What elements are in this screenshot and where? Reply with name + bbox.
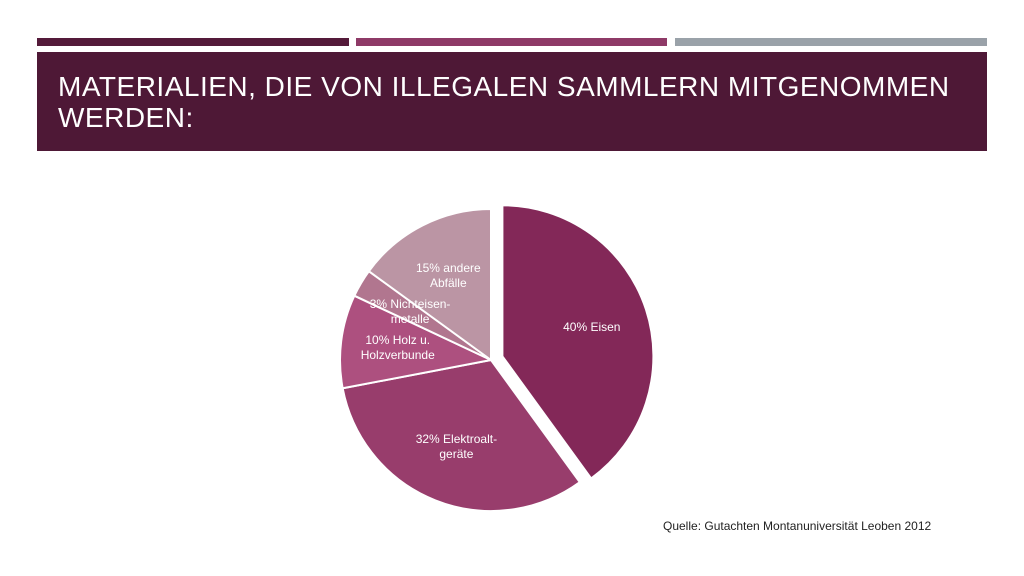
accent-bar-medium <box>356 38 667 46</box>
accent-bar-gray <box>675 38 987 46</box>
pie-slice-label-4: 15% andere Abfälle <box>415 261 481 291</box>
pie-slice-label-3: 3% Nichteisen- metalle <box>369 297 451 327</box>
accent-bar-dark <box>37 38 349 46</box>
pie-slice-label-1: 32% Elektroalt- geräte <box>415 432 498 462</box>
pie-slice-label-0: 40% Eisen <box>563 319 621 334</box>
source-note: Quelle: Gutachten Montanuniversität Leob… <box>663 519 932 533</box>
pie-slice-1 <box>341 358 582 512</box>
title-band: MATERIALIEN, DIE VON ILLEGALEN SAMMLERN … <box>37 52 987 151</box>
slide-title: MATERIALIEN, DIE VON ILLEGALEN SAMMLERN … <box>58 71 950 133</box>
pie-slice-0 <box>501 204 655 480</box>
pie-slice-2 <box>338 294 495 390</box>
pie-slice-4 <box>367 207 492 362</box>
pie-slice-label-2: 10% Holz u. Holzverbunde <box>360 333 435 363</box>
